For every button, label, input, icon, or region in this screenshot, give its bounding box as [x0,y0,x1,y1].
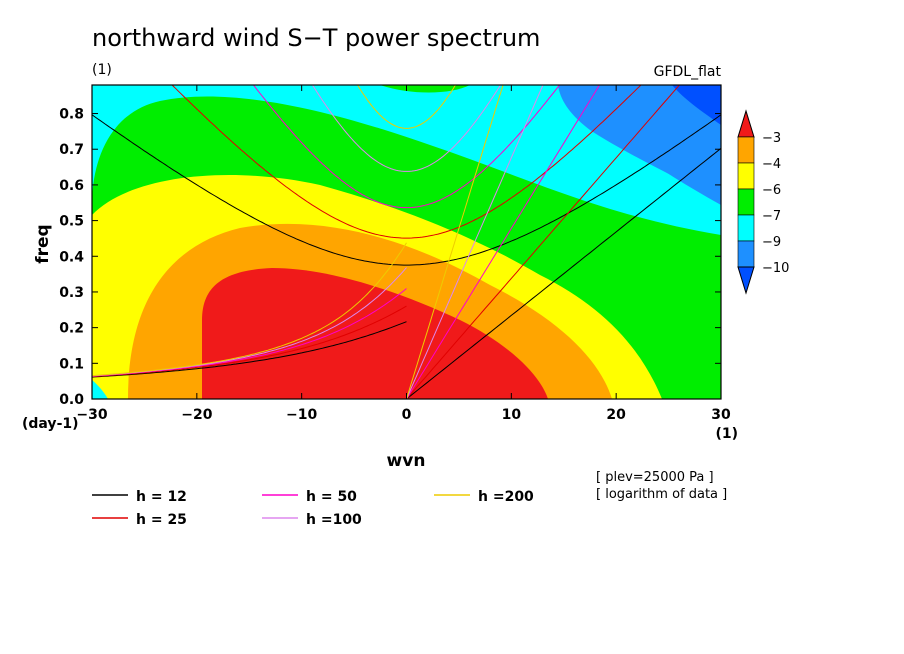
legend-label: h =200 [478,489,534,505]
colorbar-label: −3 [762,131,781,146]
x-tick-label: −10 [286,407,317,423]
dispersion-inertia-gravity-h25 [171,85,642,239]
x-tick-label: 0 [402,407,412,423]
y-tick-label: 0.6 [59,178,84,194]
colorbar-swatch [737,136,755,164]
dispersion-inertia-gravity-h12 [92,114,721,266]
contour-fill [92,85,721,399]
x-tick-label: 30 [711,407,731,423]
colorbar-swatch [737,188,755,216]
dispersion-inertia-gravity-h200 [356,85,457,129]
legend-label: h = 12 [136,489,187,505]
colorbar-label: −10 [762,261,789,276]
y-axis-ticks: 0.0 0.1 0.2 0.3 0.4 0.5 0.6 0.7 0.8 [59,107,721,408]
contour-band-top-cyan [92,380,108,399]
dispersion-mixed-rossby-gravity-h25 [92,305,407,377]
dispersion-kelvin-h12 [406,147,721,399]
y-tick-label: 0.1 [59,356,84,372]
dispersion-kelvin-h25 [406,85,681,399]
x-tick-label: −30 [76,407,107,423]
x-tick-label: 20 [606,407,626,423]
colorbar-label: −7 [762,209,781,224]
log-note: [ logarithm of data ] [596,487,727,502]
legend-label: h = 25 [136,512,187,528]
y-tick-label: 0.4 [59,249,84,265]
y-axis-label: freq [33,224,53,263]
x-unit-label: (1) [715,426,738,442]
x-axis-ticks: −30 −20 −10 0 10 20 30 [76,85,731,423]
legend-label: h =100 [306,512,362,528]
dispersion-mixed-rossby-gravity-h200 [92,242,407,377]
dispersion-kelvin-h100 [406,85,544,399]
y-tick-label: 0.7 [59,142,84,158]
y-tick-label: 0.3 [59,285,84,301]
y-tick-label: 0.0 [59,392,84,408]
colorbar-swatch [737,240,755,268]
x-tick-label: 10 [502,407,522,423]
source-label: GFDL_flat [654,64,722,80]
contour-band-blue [558,85,721,200]
dispersion-curves [92,85,721,399]
colorbar-label: −6 [762,183,781,198]
y-tick-label: 0.2 [59,321,84,337]
legend: h = 12 h = 25 h = 50 h =100 h =200 [92,489,534,528]
legend-label: h = 50 [306,489,357,505]
chart-subtitle: (1) [92,62,112,78]
colorbar-top-arrow [737,109,755,138]
dispersion-inertia-gravity-h100 [311,85,502,172]
contour-band-dark-blue [672,85,721,125]
dispersion-kelvin-h200 [406,85,504,399]
y-tick-label: 0.8 [59,107,84,123]
colorbar-swatch [737,214,755,242]
plev-note: [ plev=25000 Pa ] [596,470,714,485]
dispersion-kelvin-h50 [406,85,601,399]
x-axis-label: wvn [387,451,426,471]
y-unit-label: (day-1) [22,416,79,432]
dispersion-mixed-rossby-gravity-h12 [92,321,407,378]
colorbar-bottom-arrow [737,266,755,295]
contour-band-top-green [380,85,470,93]
colorbar-label: −4 [762,157,781,172]
colorbar: −3 −4 −6 −7 −9 −10 [737,109,789,295]
x-tick-label: −20 [181,407,212,423]
dispersion-inertia-gravity-h50 [252,85,561,209]
colorbar-label: −9 [762,235,781,250]
colorbar-swatch [737,162,755,190]
y-tick-label: 0.5 [59,214,84,230]
chart-title: northward wind S−T power spectrum [92,24,540,52]
